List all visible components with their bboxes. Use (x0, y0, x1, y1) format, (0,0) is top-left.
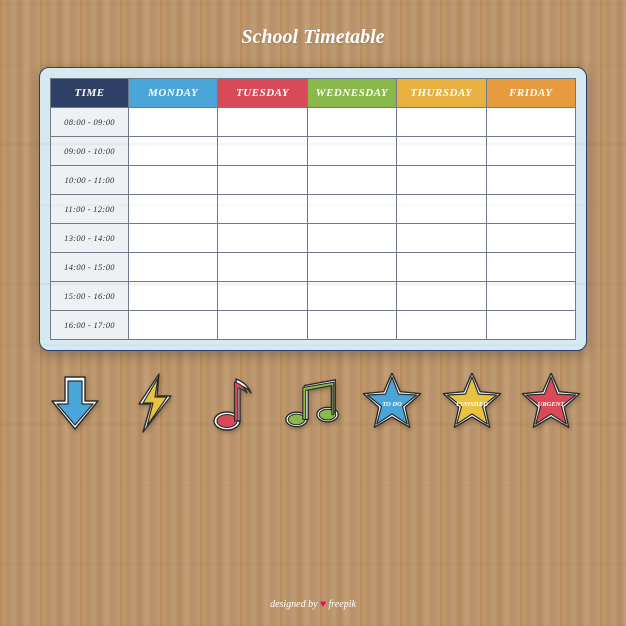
schedule-cell[interactable] (307, 311, 396, 340)
svg-text:FINISHED: FINISHED (456, 401, 488, 408)
schedule-cell[interactable] (129, 195, 218, 224)
svg-text:URGENT: URGENT (538, 401, 566, 408)
schedule-cell[interactable] (486, 253, 575, 282)
page-title: School Timetable (0, 0, 626, 49)
col-header-time: TIME (51, 79, 129, 108)
schedule-cell[interactable] (486, 224, 575, 253)
schedule-cell[interactable] (307, 282, 396, 311)
table-row: 13:00 - 14:00 (51, 224, 576, 253)
time-slot-cell: 11:00 - 12:00 (51, 195, 129, 224)
schedule-cell[interactable] (486, 137, 575, 166)
timetable-card: TIMEMONDAYTUESDAYWEDNESDAYTHURSDAYFRIDAY… (39, 67, 587, 351)
schedule-cell[interactable] (218, 108, 307, 137)
table-row: 15:00 - 16:00 (51, 282, 576, 311)
table-row: 09:00 - 10:00 (51, 137, 576, 166)
table-row: 14:00 - 15:00 (51, 253, 576, 282)
footer-prefix: designed by (270, 599, 318, 610)
star-finished-icon: FINISHED (442, 373, 502, 433)
schedule-cell[interactable] (397, 166, 486, 195)
time-slot-cell: 10:00 - 11:00 (51, 166, 129, 195)
schedule-cell[interactable] (218, 166, 307, 195)
schedule-cell[interactable] (486, 166, 575, 195)
schedule-cell[interactable] (307, 253, 396, 282)
star-todo-icon: TO DO (362, 373, 422, 433)
col-header-day: TUESDAY (218, 79, 307, 108)
schedule-cell[interactable] (397, 137, 486, 166)
heart-icon: ♥ (320, 599, 326, 610)
schedule-cell[interactable] (129, 108, 218, 137)
time-slot-cell: 15:00 - 16:00 (51, 282, 129, 311)
time-slot-cell: 13:00 - 14:00 (51, 224, 129, 253)
table-row: 10:00 - 11:00 (51, 166, 576, 195)
time-slot-cell: 16:00 - 17:00 (51, 311, 129, 340)
schedule-cell[interactable] (397, 195, 486, 224)
schedule-cell[interactable] (218, 195, 307, 224)
schedule-cell[interactable] (129, 311, 218, 340)
table-row: 08:00 - 09:00 (51, 108, 576, 137)
timetable: TIMEMONDAYTUESDAYWEDNESDAYTHURSDAYFRIDAY… (50, 78, 576, 340)
schedule-cell[interactable] (397, 108, 486, 137)
schedule-cell[interactable] (129, 282, 218, 311)
schedule-cell[interactable] (486, 195, 575, 224)
footer-attribution: designed by ♥ freepik (0, 599, 626, 610)
lightning-icon (124, 373, 184, 433)
schedule-cell[interactable] (397, 253, 486, 282)
schedule-cell[interactable] (129, 224, 218, 253)
schedule-cell[interactable] (218, 137, 307, 166)
schedule-cell[interactable] (307, 166, 396, 195)
star-urgent-icon: URGENT (521, 373, 581, 433)
schedule-cell[interactable] (486, 311, 575, 340)
music-note-icon (204, 373, 264, 433)
music-notes-icon (283, 373, 343, 433)
col-header-day: THURSDAY (397, 79, 486, 108)
footer-brand: freepik (329, 599, 356, 610)
col-header-day: MONDAY (129, 79, 218, 108)
time-slot-cell: 14:00 - 15:00 (51, 253, 129, 282)
schedule-cell[interactable] (486, 282, 575, 311)
schedule-cell[interactable] (486, 108, 575, 137)
schedule-cell[interactable] (129, 166, 218, 195)
schedule-cell[interactable] (397, 282, 486, 311)
schedule-cell[interactable] (218, 224, 307, 253)
table-row: 11:00 - 12:00 (51, 195, 576, 224)
col-header-day: FRIDAY (486, 79, 575, 108)
schedule-cell[interactable] (218, 282, 307, 311)
schedule-cell[interactable] (129, 137, 218, 166)
schedule-cell[interactable] (307, 195, 396, 224)
schedule-cell[interactable] (397, 311, 486, 340)
schedule-cell[interactable] (307, 108, 396, 137)
arrow-down-icon (45, 373, 105, 433)
schedule-cell[interactable] (218, 253, 307, 282)
schedule-cell[interactable] (129, 253, 218, 282)
schedule-cell[interactable] (307, 224, 396, 253)
sticker-row: TO DO FINISHED URGENT (39, 373, 587, 433)
schedule-cell[interactable] (218, 311, 307, 340)
col-header-day: WEDNESDAY (307, 79, 396, 108)
schedule-cell[interactable] (307, 137, 396, 166)
schedule-cell[interactable] (397, 224, 486, 253)
time-slot-cell: 08:00 - 09:00 (51, 108, 129, 137)
time-slot-cell: 09:00 - 10:00 (51, 137, 129, 166)
table-row: 16:00 - 17:00 (51, 311, 576, 340)
svg-text:TO DO: TO DO (383, 401, 403, 408)
